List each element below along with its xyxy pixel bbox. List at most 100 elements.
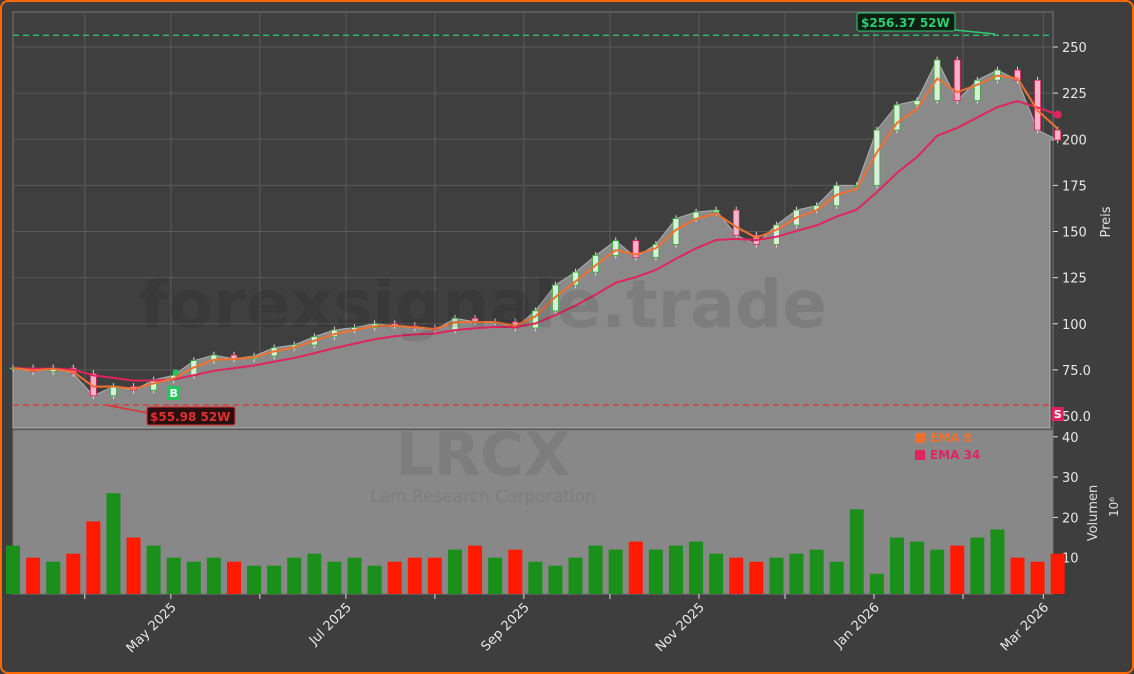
ema8-line xyxy=(12,74,1059,390)
volume-bar-up xyxy=(608,549,623,594)
volume-bar-up xyxy=(267,565,282,594)
candle-up xyxy=(110,386,117,397)
52w-low-label-box xyxy=(146,406,236,426)
52w-high-label-box xyxy=(856,12,956,32)
volume-bar-down xyxy=(427,557,442,594)
price-axis-label: Preis xyxy=(1099,206,1114,237)
volume-bar-up xyxy=(668,545,683,594)
volume-bar-up xyxy=(146,545,161,594)
price-tick-label: 200 xyxy=(1062,133,1087,148)
volume-bar-down xyxy=(508,549,523,594)
sell-marker xyxy=(1051,407,1064,421)
volume-bar-up xyxy=(106,493,121,594)
legend-ema34: EMA 34 xyxy=(930,448,980,462)
volume-bar-up xyxy=(206,557,221,594)
volume-bar-down xyxy=(66,553,81,594)
price-tick-label: 50.0 xyxy=(1062,410,1091,425)
ema34-line xyxy=(12,100,1059,382)
volume-tick-label: 10 xyxy=(1062,552,1079,567)
candle-up xyxy=(712,209,720,213)
volume-bar-up xyxy=(166,557,181,594)
volume-bar-up xyxy=(307,553,322,594)
volume-bar-up xyxy=(970,537,985,594)
volume-bar-down xyxy=(26,557,41,594)
volume-bar-up xyxy=(347,557,362,594)
volume-bar-down xyxy=(126,537,141,594)
volume-tick-label: 30 xyxy=(1062,471,1079,486)
volume-bar-up xyxy=(186,561,201,594)
volume-bar-up xyxy=(247,565,262,594)
x-tick-label: Nov 2025 xyxy=(653,600,708,655)
volume-bar-up xyxy=(548,565,563,594)
watermark-site: forexsignale.trade xyxy=(139,266,827,343)
volume-tick-label: 40 xyxy=(1062,431,1079,446)
volume-bar-up xyxy=(910,541,925,594)
volume-tick-label: 20 xyxy=(1062,511,1079,526)
sell-marker-label: S xyxy=(1054,408,1062,421)
x-tick-label: Jul 2025 xyxy=(306,600,355,649)
candle-down xyxy=(1034,79,1041,131)
buy-marker-label: B xyxy=(170,387,178,400)
volume-bar-down xyxy=(1010,557,1025,594)
price-tick-label: 100 xyxy=(1062,318,1087,333)
legend-swatch-ema34 xyxy=(915,450,925,460)
52w-high-label: $256.37 52W xyxy=(861,16,950,30)
volume-bar-up xyxy=(789,553,804,594)
candle-down xyxy=(953,59,961,101)
volume-bar-down xyxy=(468,545,483,594)
volume-bar-up xyxy=(829,561,844,594)
volume-bar-down xyxy=(729,557,744,594)
volume-bar-up xyxy=(588,545,603,594)
volume-bar-up xyxy=(990,529,1005,594)
ema-cross-dot xyxy=(1053,110,1062,119)
volume-bar-up xyxy=(689,541,704,594)
price-tick-label: 250 xyxy=(1062,41,1087,56)
volume-bar-down xyxy=(1030,561,1045,594)
price-tick-label: 150 xyxy=(1062,226,1087,241)
candle-up xyxy=(612,240,620,256)
x-tick-label: Jan 2026 xyxy=(831,600,883,652)
volume-bar-up xyxy=(889,537,904,594)
candle-down xyxy=(632,240,640,258)
volume-panel: May 2025 Jul 2025 Sep 2025 Nov 2025 Jan 2026… xyxy=(6,429,1079,656)
volume-bar-up xyxy=(869,573,884,594)
volume-unit-label: 10⁶ xyxy=(1107,497,1121,517)
legend-swatch-ema8 xyxy=(915,433,925,443)
x-tick-label: Sep 2025 xyxy=(478,600,532,654)
volume-bar-up xyxy=(930,549,945,594)
volume-axis-label: Volumen xyxy=(1086,485,1101,542)
buy-signal-dot xyxy=(172,369,179,376)
volume-bar-up xyxy=(568,557,583,594)
volume-bar-down xyxy=(387,561,402,594)
candle-up xyxy=(773,224,780,245)
52w-low-arrow xyxy=(105,404,149,414)
price-tick-label: 175 xyxy=(1062,179,1087,194)
volume-bar-up xyxy=(849,509,864,594)
volume-bar-up xyxy=(488,557,503,594)
volume-bar-down xyxy=(950,545,965,594)
volume-bar-up xyxy=(709,553,724,594)
52w-high-arrow xyxy=(954,29,996,35)
candle-up xyxy=(973,79,981,101)
volume-bar-down xyxy=(226,561,241,594)
candle-down xyxy=(732,209,740,236)
legend-ema8: EMA 8 xyxy=(930,431,972,445)
volume-bar-up xyxy=(528,561,543,594)
buy-marker xyxy=(167,386,180,400)
volume-bar-up xyxy=(447,549,462,594)
price-tick-label: 125 xyxy=(1062,272,1087,287)
watermark-company: Lam Research Corporation xyxy=(370,487,596,507)
volume-bar-up xyxy=(46,561,61,594)
x-tick-label: May 2025 xyxy=(124,600,180,656)
volume-bar-up xyxy=(287,557,302,594)
volume-bar-up xyxy=(809,549,824,594)
volume-bar-up xyxy=(327,561,342,594)
volume-bar-up xyxy=(6,545,20,594)
volume-bar-up xyxy=(367,565,382,594)
legend: EMA 8 EMA 34 xyxy=(915,431,980,462)
price-tick-label: 225 xyxy=(1062,87,1087,102)
volume-bar-up xyxy=(769,557,784,594)
volume-bar-down xyxy=(1050,553,1065,594)
volume-bar-down xyxy=(86,521,101,594)
